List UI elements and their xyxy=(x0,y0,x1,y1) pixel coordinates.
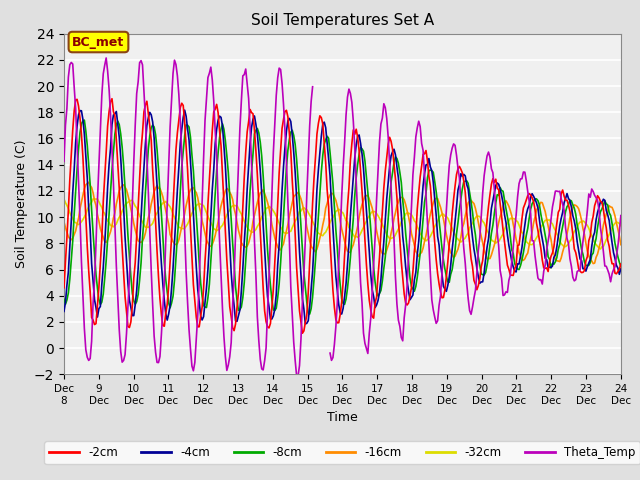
Title: Soil Temperatures Set A: Soil Temperatures Set A xyxy=(251,13,434,28)
Y-axis label: Soil Temperature (C): Soil Temperature (C) xyxy=(15,140,28,268)
X-axis label: Time: Time xyxy=(327,411,358,424)
Legend: -2cm, -4cm, -8cm, -16cm, -32cm, Theta_Temp: -2cm, -4cm, -8cm, -16cm, -32cm, Theta_Te… xyxy=(44,442,640,464)
Text: BC_met: BC_met xyxy=(72,36,125,48)
